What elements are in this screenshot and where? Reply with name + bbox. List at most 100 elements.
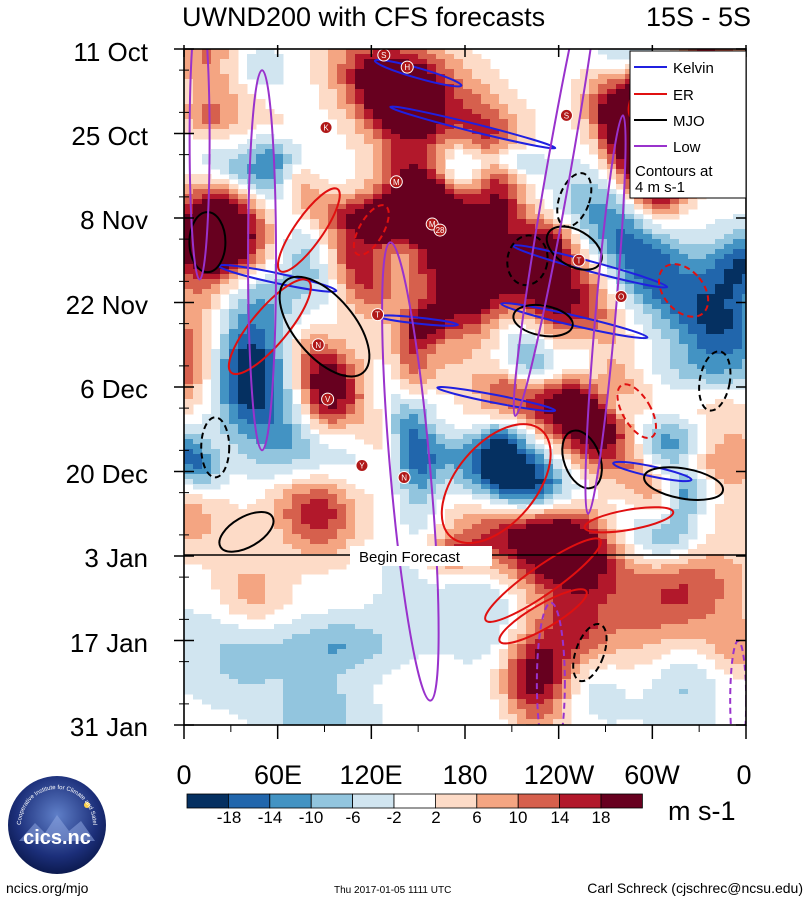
- storm-label: 28: [436, 226, 445, 235]
- logo-text: cics.nc: [23, 827, 91, 849]
- legend: Kelvin ER MJO Low Contours at 4 m s-1: [629, 50, 747, 199]
- storm-marker: N: [397, 471, 411, 485]
- storm-marker: S: [377, 49, 391, 62]
- colorbar-swatch: [352, 793, 395, 809]
- colorbar-label: 10: [508, 808, 528, 827]
- filtered-contours: [188, 49, 746, 725]
- kelvin-contour: [612, 460, 693, 483]
- mjo-contour: [561, 429, 603, 490]
- y-tick-label: 31 Jan: [69, 712, 148, 742]
- y-tick-label: 6 Dec: [80, 374, 148, 404]
- mjo-contour: [218, 511, 275, 553]
- colorbar-label: -18: [216, 808, 242, 827]
- low-contour: [584, 114, 627, 515]
- er-contour: [352, 204, 390, 257]
- colorbar-swatch: [310, 793, 354, 809]
- er-contour: [440, 423, 552, 545]
- storm-marker: H: [400, 60, 414, 74]
- storm-marker: S: [559, 108, 573, 122]
- storm-label: O: [618, 292, 624, 301]
- kelvin-contour: [389, 105, 557, 150]
- storm-marker: Y: [355, 458, 369, 472]
- colorbar-label: -6: [345, 808, 361, 827]
- x-tick-label: 180: [442, 760, 488, 790]
- er-contour: [498, 588, 588, 645]
- storm-label: H: [404, 63, 410, 72]
- forecast-label: Begin Forecast: [359, 549, 461, 566]
- colorbar-label: -2: [386, 808, 402, 827]
- colorbar-label: 6: [472, 808, 482, 827]
- colorbar-label: 14: [550, 808, 570, 827]
- storm-label: S: [381, 51, 386, 60]
- footer-timestamp: Thu 2017-01-05 1111 UTC: [334, 885, 452, 896]
- storm-label: T: [375, 311, 380, 320]
- storm-marker: O: [614, 289, 628, 303]
- storm-label: T: [577, 256, 582, 265]
- y-tick-label: 25 Oct: [71, 121, 148, 151]
- low-contour: [512, 49, 605, 417]
- colorbar-swatch: [476, 793, 519, 809]
- colorbar-label: 2: [431, 808, 441, 827]
- y-tick-label: 3 Jan: [84, 543, 148, 573]
- storm-marker: K: [319, 120, 333, 134]
- storm-marker: M: [389, 175, 403, 189]
- er-contour: [657, 263, 710, 318]
- mjo-contour: [643, 466, 725, 501]
- colorbar-swatch: [600, 793, 643, 809]
- x-tick-label: 60E: [253, 760, 303, 790]
- chart-title: UWND200 with CFS forecasts: [182, 2, 546, 32]
- storm-marker: T: [572, 253, 586, 267]
- storm-marker: V: [321, 392, 335, 406]
- colorbar-swatch: [517, 793, 561, 809]
- x-tick-label: 0: [736, 760, 752, 790]
- colorbar-label: -14: [257, 808, 283, 827]
- wind-anomaly-field: [184, 49, 746, 725]
- low-contour: [247, 69, 278, 452]
- y-tick-label: 8 Nov: [80, 205, 148, 235]
- cics-logo-emblem: Cooperative Institute for Climate and Sa…: [5, 771, 106, 874]
- er-contour: [227, 278, 312, 376]
- storm-label: M: [429, 220, 436, 229]
- colorbar-swatch: [186, 793, 229, 809]
- mjo-contour: [572, 622, 608, 683]
- footer-author: Carl Schreck (cjschrec@ncsu.edu): [587, 880, 803, 896]
- y-tick-label: 11 Oct: [73, 37, 148, 67]
- storm-label: M: [393, 178, 400, 187]
- colorbar-label: -10: [298, 808, 324, 827]
- forecast-label-bg: [350, 546, 492, 566]
- storm-label: Y: [359, 461, 365, 470]
- colorbar-swatch: [227, 793, 271, 809]
- storm-label: K: [323, 123, 329, 132]
- legend-mjo-label: MJO: [673, 113, 705, 130]
- er-contour: [484, 537, 602, 623]
- colorbar-swatch: [559, 793, 602, 809]
- er-contour: [616, 383, 658, 440]
- er-contour: [583, 506, 675, 534]
- low-contour: [381, 241, 440, 702]
- storm-label: V: [325, 395, 331, 404]
- storm-label: N: [401, 474, 407, 483]
- er-contour: [277, 187, 341, 273]
- mjo-contour: [506, 234, 549, 287]
- colorbar-swatch: [393, 793, 436, 809]
- colorbar-units: m s-1: [668, 796, 736, 826]
- x-tick-label: 120E: [339, 760, 403, 790]
- contour-note-2: 4 m s-1: [635, 179, 685, 196]
- storm-label: S: [564, 111, 569, 120]
- x-tick-label: 60W: [624, 760, 680, 790]
- legend-kelvin-label: Kelvin: [673, 60, 714, 77]
- storm-marker: 28: [433, 223, 447, 237]
- x-tick-label: 120W: [523, 760, 595, 790]
- colorbar-label: 18: [591, 808, 611, 827]
- colorbar-swatch: [269, 793, 312, 809]
- y-tick-label: 22 Nov: [65, 290, 148, 320]
- kelvin-contour: [373, 58, 463, 88]
- y-tick-label: 17 Jan: [69, 628, 148, 658]
- mjo-contour: [200, 416, 231, 479]
- legend-er-label: ER: [673, 87, 694, 104]
- mjo-contour: [278, 275, 371, 378]
- mjo-contour: [698, 350, 732, 412]
- low-contour: [188, 49, 211, 281]
